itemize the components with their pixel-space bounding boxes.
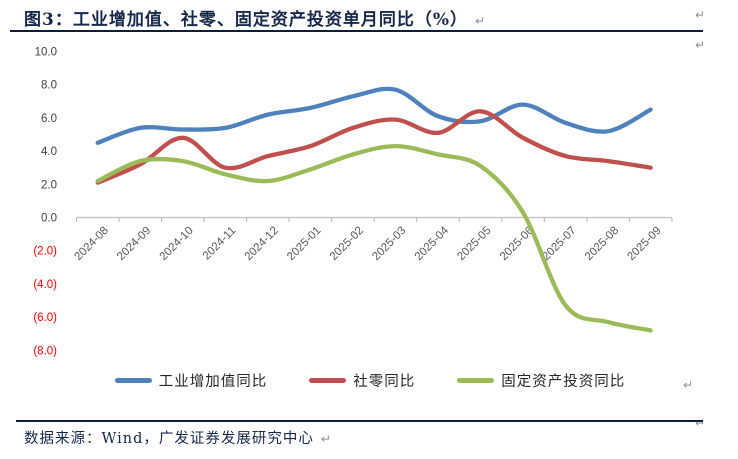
legend-item-industrial: 工业增加值同比 — [114, 370, 268, 391]
paragraph-mark-icon: ↵ — [695, 8, 706, 22]
x-tick-label: 2025-07 — [540, 225, 578, 263]
figure-title-text: 工业增加值、社零、固定资产投资单月同比（%） — [72, 10, 468, 30]
x-tick-label: 2025-08 — [583, 225, 621, 263]
x-tick-label: 2024-09 — [115, 225, 153, 263]
paragraph-mark-icon: ↵ — [695, 38, 706, 52]
x-tick-label: 2025-03 — [370, 225, 408, 263]
series-line-0 — [95, 86, 653, 145]
data-source: 数据来源：Wind，广发证券发展研究中心 ↵ — [24, 427, 331, 448]
paragraph-mark-icon: ↵ — [320, 432, 331, 446]
legend-label: 工业增加值同比 — [158, 374, 268, 390]
legend-label: 社零同比 — [353, 374, 416, 390]
chart-legend: 工业增加值同比 社零同比 固定资产投资同比 — [70, 370, 670, 391]
figure-label: 图3： — [24, 10, 73, 30]
x-tick-label: 2024-12 — [243, 225, 281, 263]
x-tick-label: 2024-10 — [158, 225, 196, 263]
y-tick-label: 4.0 — [41, 146, 57, 158]
legend-swatch-blue — [114, 378, 152, 383]
y-tick-label: 0.0 — [41, 213, 57, 225]
paragraph-mark-icon: ↵ — [695, 416, 706, 430]
x-tick-label: 2025-09 — [625, 225, 663, 263]
figure-title: 图3：工业增加值、社零、固定资产投资单月同比（%） ↵ — [24, 5, 714, 30]
y-tick-label: 6.0 — [41, 113, 57, 125]
paragraph-mark-icon: ↵ — [475, 14, 486, 28]
title-divider — [10, 30, 703, 32]
x-tick-label: 2024-08 — [73, 225, 111, 263]
y-tick-label: (6.0) — [33, 312, 57, 324]
x-tick-label: 2025-05 — [455, 225, 493, 263]
legend-label: 固定资产投资同比 — [501, 374, 626, 390]
data-source-text: 数据来源：Wind，广发证券发展研究中心 — [24, 431, 314, 447]
y-tick-label: (8.0) — [33, 345, 57, 357]
y-tick-label: 10.0 — [35, 47, 57, 59]
legend-item-fai: 固定资产投资同比 — [457, 370, 625, 391]
x-tick-label: 2024-11 — [201, 225, 239, 263]
x-tick-label: 2025-01 — [285, 225, 323, 263]
series-line-1 — [95, 109, 653, 185]
x-tick-label: 2025-04 — [413, 224, 452, 263]
legend-swatch-green — [457, 378, 495, 383]
y-tick-label: 8.0 — [41, 80, 57, 92]
legend-item-retail: 社零同比 — [309, 370, 415, 391]
y-tick-label: 2.0 — [41, 179, 57, 191]
y-tick-label: (4.0) — [33, 279, 57, 291]
footer-divider — [16, 420, 703, 422]
paragraph-mark-icon: ↵ — [683, 378, 694, 392]
y-tick-label: (2.0) — [33, 246, 57, 258]
x-tick-label: 2025-02 — [328, 225, 366, 263]
legend-swatch-red — [309, 378, 347, 383]
series-line-2 — [95, 143, 653, 333]
